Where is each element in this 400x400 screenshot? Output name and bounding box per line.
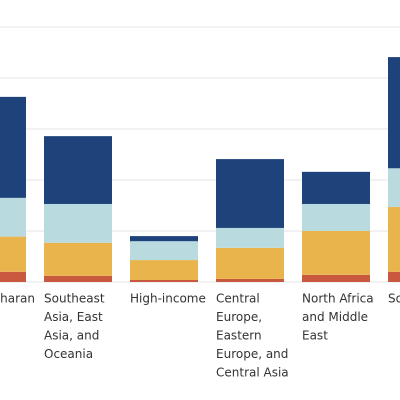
x-tick-label: Central [216, 292, 260, 306]
bar-segment [388, 57, 400, 169]
x-tick-label: Southeast [44, 292, 105, 306]
bar-segment [130, 236, 198, 242]
bar-segment [302, 203, 370, 231]
bar-segment [388, 207, 400, 272]
x-tick-label: High-income [130, 292, 206, 306]
x-tick-label: Asia, and [44, 329, 99, 343]
bar-segment [0, 236, 26, 272]
x-tick-label: Oceania [44, 347, 93, 361]
bar-segment [44, 203, 112, 243]
bar-segment [216, 227, 284, 248]
bar-segment [44, 275, 112, 282]
bar-segment [302, 274, 370, 282]
bar-segment [130, 279, 198, 282]
bar-segment [0, 197, 26, 237]
bar-segment [130, 241, 198, 261]
x-tick-label: Europe, and [216, 347, 288, 361]
x-tick-label: Asia, East [44, 310, 103, 324]
bar-segment [302, 231, 370, 275]
bar-segment [216, 247, 284, 279]
bar-segment [0, 271, 26, 282]
x-tick-label: South Asia [388, 292, 400, 306]
x-tick-label: North Africa [302, 292, 374, 306]
bar-segment [388, 168, 400, 208]
bar-segment [302, 171, 370, 204]
bar-segment [130, 260, 198, 280]
x-tick-label: Sub-Saharan [0, 292, 35, 306]
x-tick-label: East [302, 329, 328, 343]
bar-segment [216, 159, 284, 228]
x-tick-label: Europe, [216, 310, 262, 324]
bar-segment [388, 271, 400, 282]
x-tick-label: Central Asia [216, 366, 289, 380]
bar-segment [0, 96, 26, 198]
bar-segment [216, 278, 284, 282]
x-tick-label: and Middle [302, 310, 368, 324]
bar-segment [44, 136, 112, 204]
bar-segment [44, 242, 112, 276]
x-tick-label: Eastern [216, 329, 262, 343]
